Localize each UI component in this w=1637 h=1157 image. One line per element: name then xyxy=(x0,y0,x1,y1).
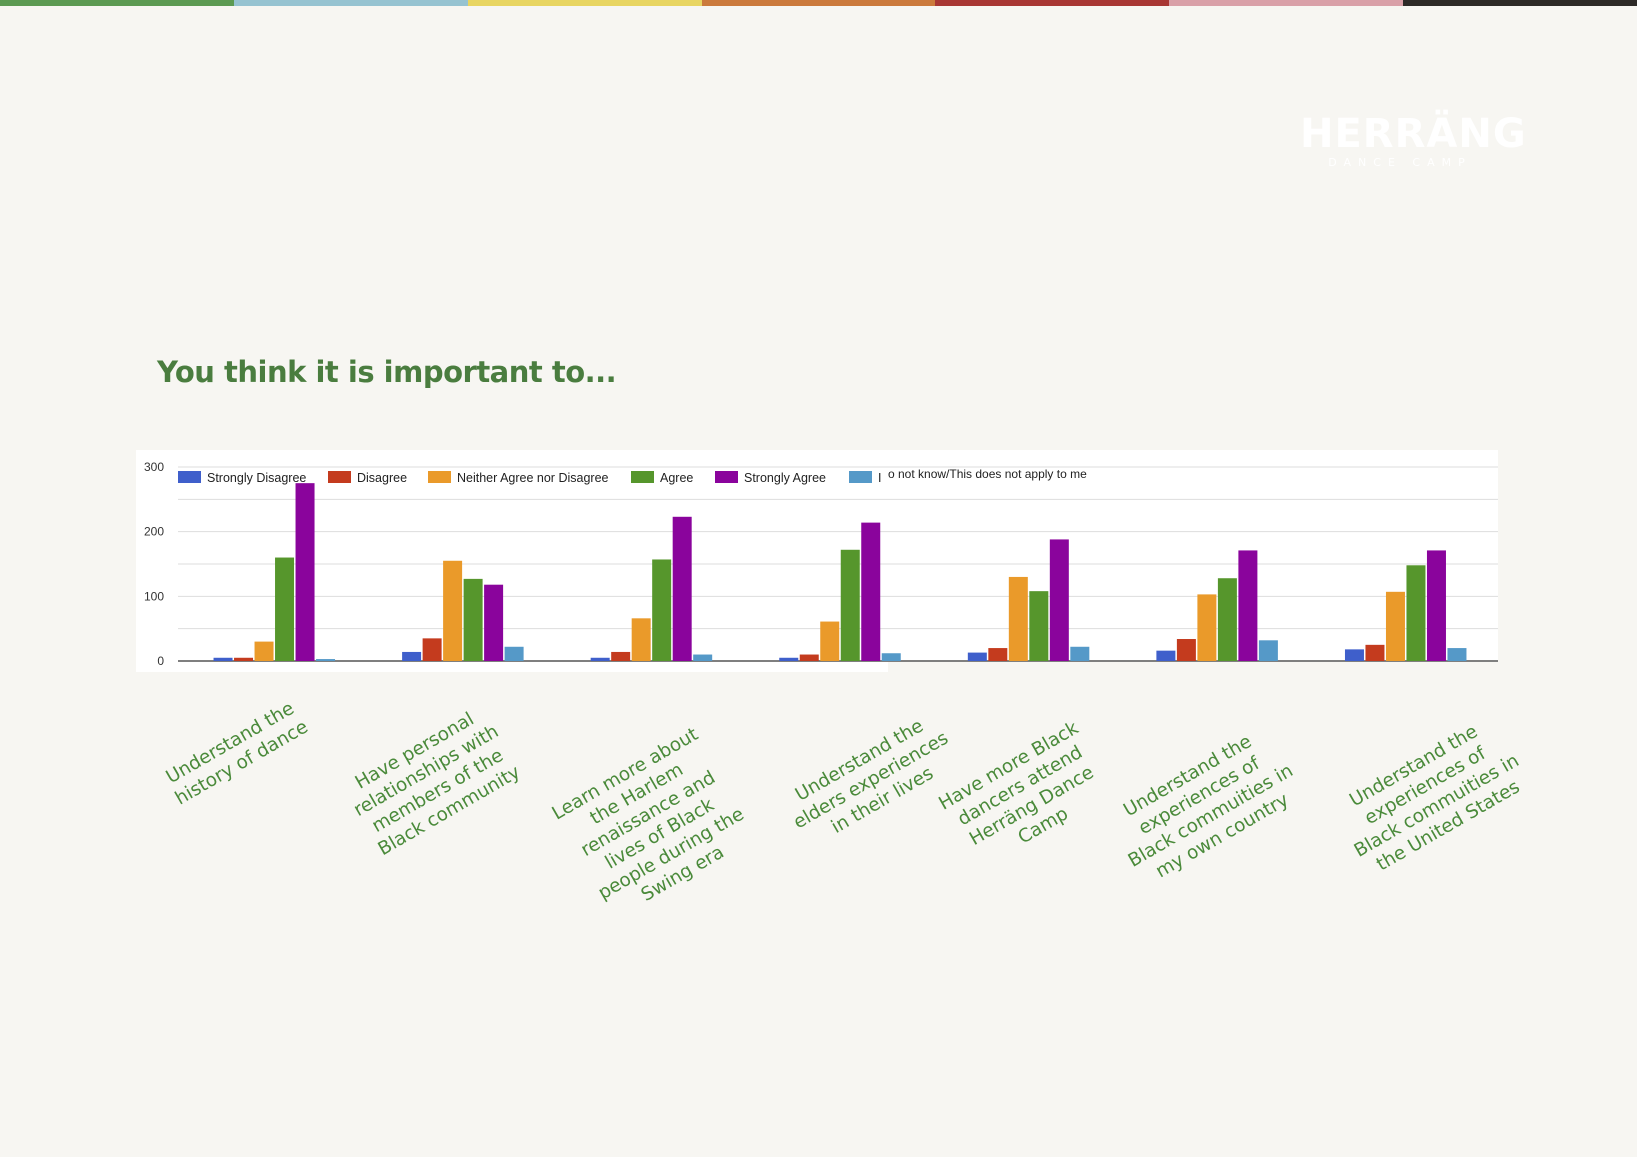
bar-strongly-disagree xyxy=(779,657,799,661)
bar-disagree xyxy=(1365,644,1385,661)
bar-agree xyxy=(463,578,483,661)
bar-agree xyxy=(1029,591,1049,661)
bar-neither-agree-nor-disagree xyxy=(443,560,463,661)
legend-label: Disagree xyxy=(357,471,407,485)
bar-neither-agree-nor-disagree xyxy=(631,618,651,661)
legend-swatch xyxy=(715,471,738,483)
bar-strongly-agree xyxy=(861,522,881,661)
bar-agree xyxy=(652,559,672,661)
bar-disagree xyxy=(1176,639,1196,661)
bar-disagree xyxy=(988,648,1008,661)
y-tick-label: 200 xyxy=(144,525,164,539)
y-tick-label: 300 xyxy=(144,460,164,474)
color-stripe-bar xyxy=(0,0,1637,6)
bar-i-do-not-know-this-does-not-apply-to-me xyxy=(693,654,713,661)
stripe-segment xyxy=(701,0,936,6)
legend-label: I xyxy=(878,471,881,485)
bar-agree xyxy=(1217,578,1237,661)
stripe-segment xyxy=(1403,0,1637,6)
bar-neither-agree-nor-disagree xyxy=(1008,576,1028,661)
stripe-segment xyxy=(1169,0,1404,6)
bar-disagree xyxy=(611,651,631,661)
bar-strongly-agree xyxy=(1426,550,1446,661)
logo-wordmark: HERRÄNG xyxy=(1300,111,1527,157)
bar-strongly-disagree xyxy=(213,657,233,661)
herrang-logo: HERRÄNG DANCE CAMP xyxy=(1300,111,1527,170)
bar-agree xyxy=(1406,565,1426,661)
legend-swatch xyxy=(849,471,872,483)
stripe-segment xyxy=(467,0,702,6)
bar-strongly-disagree xyxy=(402,651,422,661)
legend-label: Strongly Agree xyxy=(744,471,826,485)
bar-i-do-not-know-this-does-not-apply-to-me xyxy=(504,646,524,661)
legend-label-continued: o not know/This does not apply to me xyxy=(888,467,1087,481)
legend-swatch xyxy=(328,471,351,483)
bar-disagree xyxy=(422,638,442,661)
legend-label: Strongly Disagree xyxy=(207,471,306,485)
bar-strongly-agree xyxy=(672,516,692,661)
stripe-segment xyxy=(0,0,234,6)
bar-strongly-agree xyxy=(295,483,315,661)
legend-swatch xyxy=(428,471,451,483)
bar-strongly-agree xyxy=(484,584,504,661)
y-tick-label: 0 xyxy=(157,654,164,668)
legend-swatch xyxy=(178,471,201,483)
bar-disagree xyxy=(234,657,254,661)
bar-strongly-disagree xyxy=(590,657,610,661)
legend-label: Neither Agree nor Disagree xyxy=(457,471,609,485)
bar-strongly-disagree xyxy=(1344,649,1364,661)
bar-i-do-not-know-this-does-not-apply-to-me xyxy=(316,659,336,661)
bar-agree xyxy=(840,549,860,661)
page-title: You think it is important to... xyxy=(157,355,617,389)
bar-agree xyxy=(275,557,295,661)
bar-neither-agree-nor-disagree xyxy=(1197,594,1217,661)
chart-panel-left xyxy=(136,450,888,672)
bar-i-do-not-know-this-does-not-apply-to-me xyxy=(1070,646,1090,661)
bar-neither-agree-nor-disagree xyxy=(254,641,274,661)
bar-i-do-not-know-this-does-not-apply-to-me xyxy=(881,653,901,661)
bar-strongly-disagree xyxy=(967,652,987,661)
bar-neither-agree-nor-disagree xyxy=(820,621,840,661)
legend-label: Agree xyxy=(660,471,693,485)
bar-strongly-agree xyxy=(1049,539,1069,661)
bar-i-do-not-know-this-does-not-apply-to-me xyxy=(1258,640,1278,661)
stripe-segment xyxy=(935,0,1170,6)
bar-i-do-not-know-this-does-not-apply-to-me xyxy=(1447,648,1467,661)
logo-subtitle: DANCE CAMP xyxy=(1328,156,1472,169)
stripe-segment xyxy=(233,0,468,6)
y-tick-label: 100 xyxy=(144,589,164,603)
legend-swatch xyxy=(631,471,654,483)
bar-strongly-agree xyxy=(1238,550,1258,661)
bar-disagree xyxy=(799,654,819,661)
bar-neither-agree-nor-disagree xyxy=(1385,591,1405,661)
bar-strongly-disagree xyxy=(1156,650,1176,661)
